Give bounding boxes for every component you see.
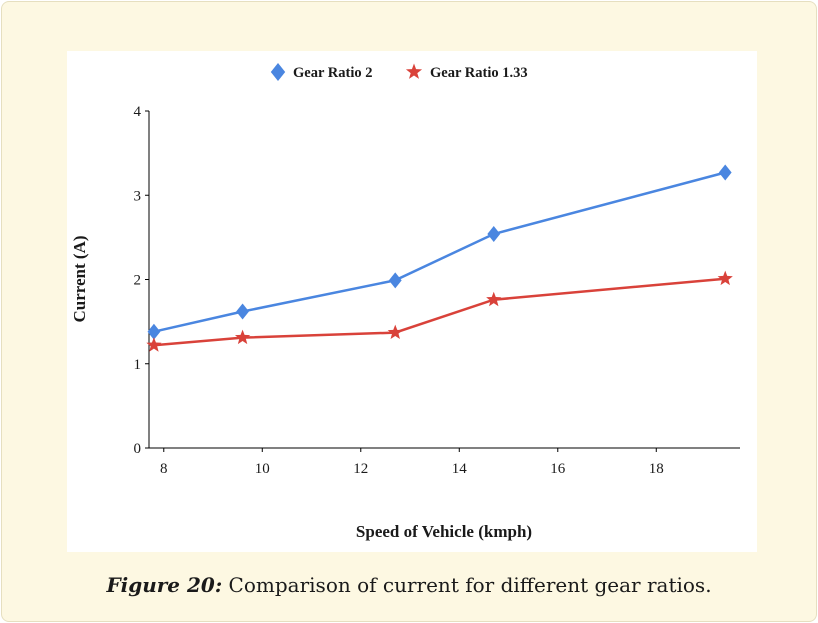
series-layer xyxy=(146,164,733,352)
x-axis-title: Speed of Vehicle (kmph) xyxy=(356,522,532,541)
legend: Gear Ratio 2 Gear Ratio 1.33 xyxy=(270,63,528,81)
x-tick-label: 14 xyxy=(452,461,468,477)
y-tick-label: 2 xyxy=(134,273,142,289)
legend-label: Gear Ratio 1.33 xyxy=(430,65,528,81)
data-point-diamond xyxy=(236,303,249,320)
axes xyxy=(148,111,740,449)
data-point-star xyxy=(387,324,403,340)
y-ticks: 0 1 2 3 4 xyxy=(134,104,149,457)
series-star xyxy=(146,270,733,352)
y-tick-label: 1 xyxy=(134,357,142,373)
x-tick-label: 8 xyxy=(160,461,168,477)
legend-star-icon xyxy=(405,63,423,79)
legend-label: Gear Ratio 2 xyxy=(293,65,372,81)
caption-label: Figure 20: xyxy=(106,573,223,597)
y-tick-label: 0 xyxy=(134,441,142,457)
figure-caption: Figure 20: Comparison of current for dif… xyxy=(0,573,818,597)
data-point-diamond xyxy=(388,272,402,289)
y-tick-label: 4 xyxy=(134,104,142,120)
data-point-star xyxy=(486,291,502,307)
data-point-star xyxy=(234,329,251,345)
plot-panel xyxy=(67,51,757,552)
data-point-diamond xyxy=(147,323,161,340)
x-tick-label: 12 xyxy=(353,461,368,477)
data-point-diamond xyxy=(487,226,501,243)
data-point-star xyxy=(146,337,162,352)
x-ticks: 8 10 12 14 16 18 xyxy=(160,448,664,477)
x-tick-label: 16 xyxy=(550,461,566,477)
data-point-star xyxy=(717,270,733,286)
x-tick-label: 10 xyxy=(255,461,270,477)
y-axis-title: Current (A) xyxy=(70,235,89,322)
legend-diamond-icon xyxy=(270,63,286,81)
y-tick-label: 3 xyxy=(134,188,142,204)
caption-text: Comparison of current for different gear… xyxy=(222,573,712,597)
x-tick-label: 18 xyxy=(649,461,664,477)
data-point-diamond xyxy=(718,164,732,181)
series-diamond xyxy=(147,164,732,340)
